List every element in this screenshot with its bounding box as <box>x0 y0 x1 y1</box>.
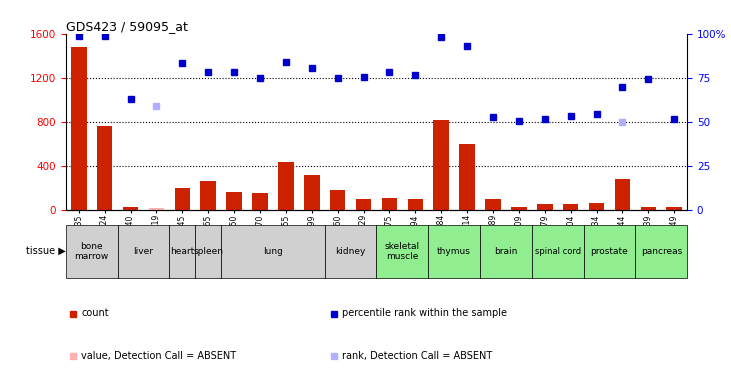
Bar <box>330 190 345 210</box>
Bar <box>252 193 268 210</box>
Bar <box>563 204 578 210</box>
Bar <box>408 199 423 210</box>
Bar <box>511 207 526 210</box>
Bar <box>221 225 325 278</box>
Bar <box>123 207 138 210</box>
Bar <box>532 225 583 278</box>
Bar <box>325 225 376 278</box>
Bar <box>170 225 195 278</box>
Bar <box>433 120 449 210</box>
Text: thymus: thymus <box>437 247 471 256</box>
Bar <box>480 225 532 278</box>
Bar <box>537 204 553 210</box>
Bar <box>356 199 371 210</box>
Text: lung: lung <box>263 247 283 256</box>
Text: count: count <box>81 309 109 318</box>
Text: spinal cord: spinal cord <box>534 247 580 256</box>
Text: spleen: spleen <box>193 247 223 256</box>
Bar <box>195 225 221 278</box>
Text: value, Detection Call = ABSENT: value, Detection Call = ABSENT <box>81 351 236 361</box>
Bar <box>118 225 170 278</box>
Bar <box>200 182 216 210</box>
Bar <box>485 199 501 210</box>
Text: rank, Detection Call = ABSENT: rank, Detection Call = ABSENT <box>342 351 493 361</box>
Bar <box>96 126 113 210</box>
Bar <box>635 225 687 278</box>
Text: kidney: kidney <box>336 247 366 256</box>
Text: percentile rank within the sample: percentile rank within the sample <box>342 309 507 318</box>
Bar <box>148 208 164 210</box>
Bar <box>227 192 242 210</box>
Bar <box>175 188 190 210</box>
Text: GDS423 / 59095_at: GDS423 / 59095_at <box>66 20 188 33</box>
Bar <box>583 225 635 278</box>
Bar <box>278 162 294 210</box>
Text: brain: brain <box>494 247 518 256</box>
Bar <box>428 225 480 278</box>
Text: bone
marrow: bone marrow <box>75 242 109 261</box>
Bar <box>304 175 319 210</box>
Text: skeletal
muscle: skeletal muscle <box>385 242 420 261</box>
Bar <box>615 179 630 210</box>
Text: prostate: prostate <box>591 247 629 256</box>
Text: pancreas: pancreas <box>640 247 682 256</box>
Bar <box>640 207 656 210</box>
Bar <box>459 144 475 210</box>
Text: tissue ▶: tissue ▶ <box>26 246 66 256</box>
Text: liver: liver <box>134 247 154 256</box>
Bar <box>588 203 605 210</box>
Bar <box>382 198 397 210</box>
Bar <box>66 225 118 278</box>
Bar <box>667 207 682 210</box>
Text: heart: heart <box>170 247 194 256</box>
Bar <box>71 47 86 210</box>
Bar <box>376 225 428 278</box>
